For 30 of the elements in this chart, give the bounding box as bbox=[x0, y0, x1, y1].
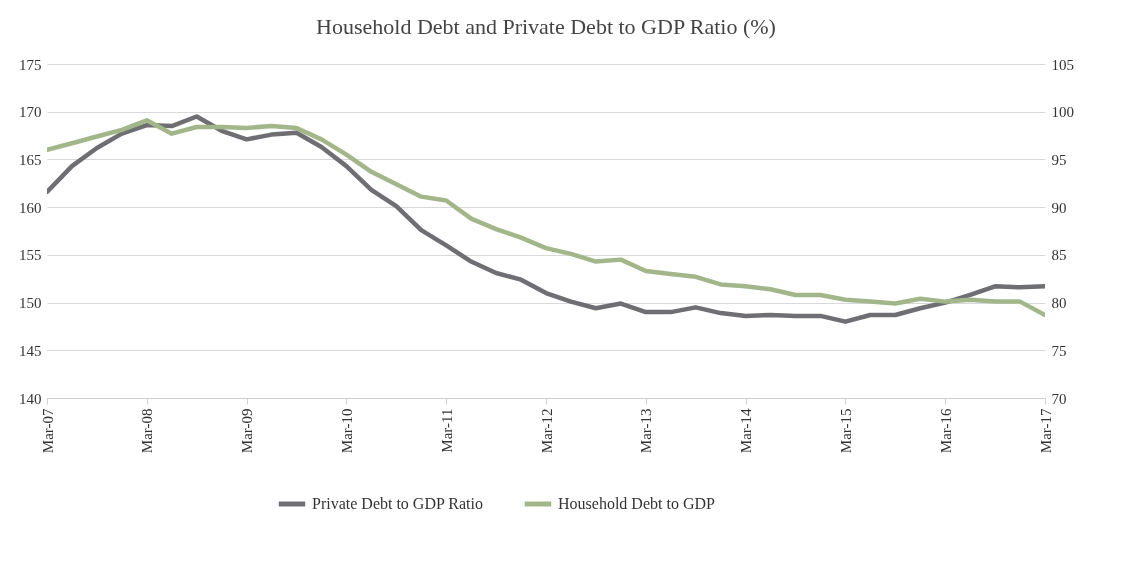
y2-tick-label: 80 bbox=[1051, 295, 1067, 312]
chart-title: Household Debt and Private Debt to GDP Ratio (%) bbox=[316, 14, 776, 39]
y-tick-label: 150 bbox=[19, 295, 42, 312]
x-tick-label: Mar-11 bbox=[438, 408, 455, 453]
y-tick-label: 155 bbox=[19, 247, 42, 264]
legend-label: Private Debt to GDP Ratio bbox=[312, 495, 483, 512]
y2-tick-label: 100 bbox=[1051, 104, 1074, 121]
y-tick-label: 140 bbox=[19, 390, 42, 407]
y2-tick-label: 90 bbox=[1051, 199, 1067, 216]
x-tick-label: Mar-08 bbox=[139, 408, 156, 454]
x-tick-label: Mar-12 bbox=[538, 408, 555, 454]
legend-label: Household Debt to GDP bbox=[558, 495, 715, 512]
y-tick-label: 145 bbox=[19, 342, 42, 359]
x-tick-label: Mar-09 bbox=[239, 408, 256, 454]
y2-tick-label: 95 bbox=[1051, 151, 1067, 168]
x-tick-label: Mar-10 bbox=[338, 408, 355, 454]
x-tick-label: Mar-17 bbox=[1037, 408, 1054, 454]
y-tick-label: 170 bbox=[19, 104, 42, 121]
y-tick-label: 160 bbox=[19, 199, 42, 216]
x-tick-label: Mar-14 bbox=[738, 408, 755, 454]
y2-tick-label: 75 bbox=[1051, 342, 1067, 359]
y2-tick-label: 105 bbox=[1051, 56, 1074, 73]
x-tick-label: Mar-07 bbox=[39, 408, 56, 454]
x-tick-label: Mar-15 bbox=[837, 408, 854, 454]
y2-tick-label: 70 bbox=[1051, 390, 1067, 407]
x-tick-label: Mar-13 bbox=[638, 408, 655, 454]
x-tick-label: Mar-16 bbox=[937, 408, 954, 454]
y2-tick-label: 85 bbox=[1051, 247, 1067, 264]
y-tick-label: 175 bbox=[19, 56, 42, 73]
y-tick-label: 165 bbox=[19, 151, 42, 168]
